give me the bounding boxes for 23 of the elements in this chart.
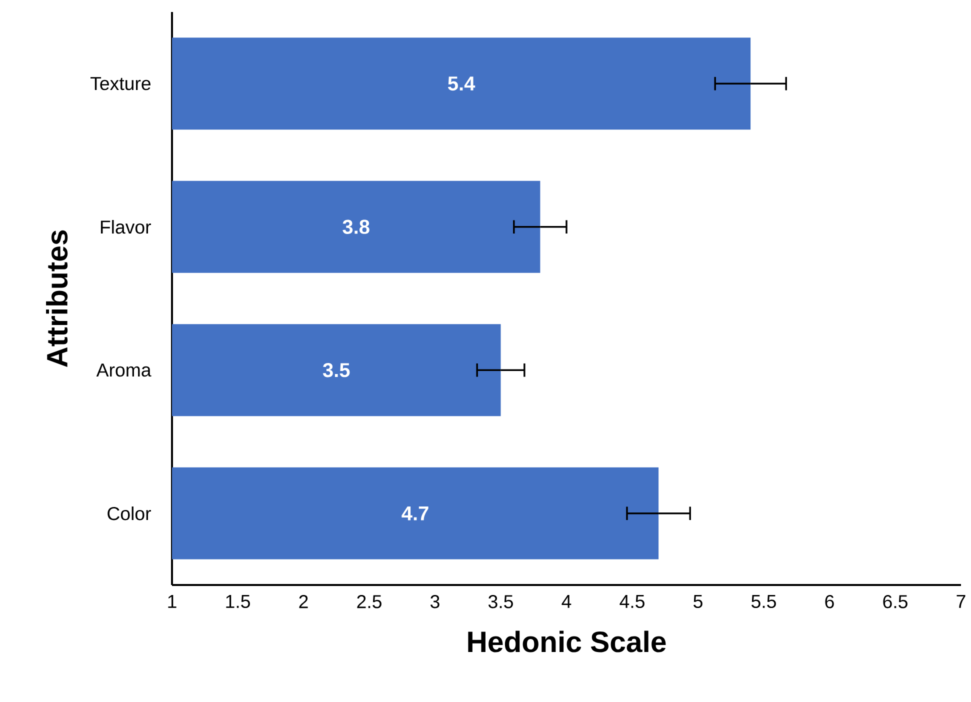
x-tick-label: 2 [299,595,308,608]
y-axis-title: Attributes [46,230,68,368]
x-tick-label: 1.5 [226,595,250,608]
x-tick-label: 6.5 [883,595,908,608]
x-tick-label: 4.5 [620,595,644,608]
x-tick-label: 2.5 [357,595,382,608]
x-tick-label: 7 [956,595,966,608]
y-tick-label: Aroma [96,364,152,377]
x-tick-label: 4 [562,595,572,608]
x-tick-label: 3 [430,595,440,608]
data-label: 3.8 [342,220,370,234]
x-tick-label: 3.5 [488,595,513,608]
data-label: 4.7 [402,506,428,520]
x-tick-label: 6 [825,595,834,608]
y-tick-label: Texture [90,77,150,90]
data-label: 5.4 [448,76,476,91]
y-tick-label: Color [108,506,151,520]
x-tick-label: 1 [168,595,176,608]
data-label: 3.5 [322,363,350,378]
x-tick-label: 5.5 [752,595,776,608]
x-tick-label: 5 [694,595,702,608]
x-axis-title: Hedonic Scale [468,630,666,652]
y-tick-label: Flavor [100,220,151,234]
